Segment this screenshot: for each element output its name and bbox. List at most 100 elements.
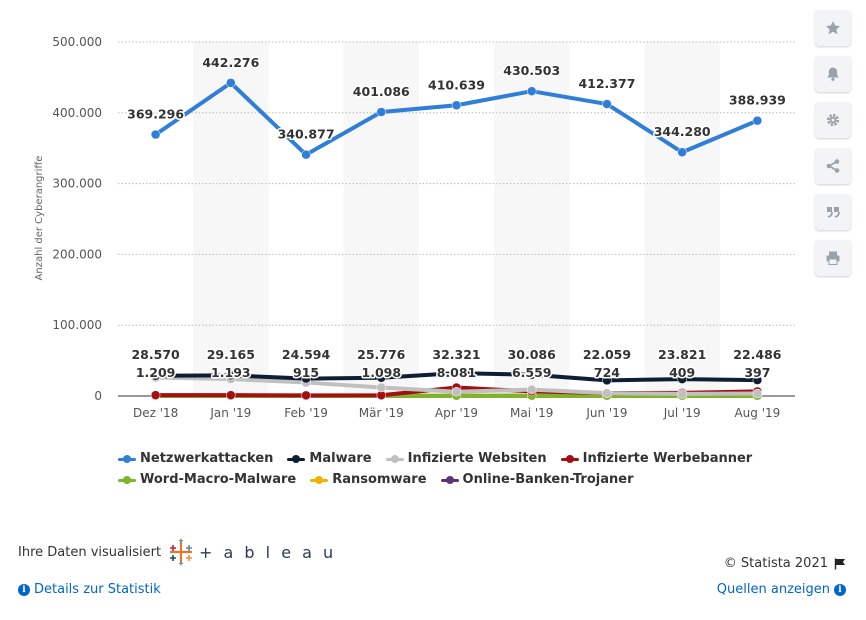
data-label: 369.296	[127, 107, 184, 122]
info-icon: i	[834, 583, 846, 596]
data-label: 24.594	[282, 347, 331, 362]
data-label: 340.877	[278, 127, 335, 142]
legend-item-online-banken-trojaner[interactable]: Online-Banken-Trojaner	[440, 472, 634, 487]
data-point[interactable]	[451, 387, 462, 397]
data-point[interactable]	[602, 99, 612, 109]
data-point[interactable]	[526, 369, 537, 380]
legend-label: Online-Banken-Trojaner	[462, 472, 634, 487]
data-label: 1.209	[136, 365, 176, 380]
y-tick-label: 400.000	[52, 106, 102, 120]
legend-label: Infizierte Websiten	[407, 451, 547, 466]
data-point[interactable]	[376, 382, 387, 393]
data-point[interactable]	[226, 370, 236, 381]
data-point[interactable]	[150, 390, 161, 400]
series-lines	[150, 78, 763, 401]
data-point[interactable]	[752, 115, 763, 126]
data-label: 22.059	[583, 347, 631, 362]
data-point[interactable]	[226, 390, 236, 400]
data-point[interactable]	[602, 388, 612, 398]
data-point[interactable]	[451, 100, 462, 111]
cite-button[interactable]	[815, 194, 851, 230]
legend-item-netzwerkattacken[interactable]: Netzwerkattacken	[118, 451, 273, 466]
x-axis-ticks: Dez '18 Jan '19 Feb '19 Mär '19 Apr '19 Mai '…	[133, 406, 780, 420]
y-axis-ticks: 0 100.000 200.000 300.000 400.000 500.000	[52, 35, 102, 403]
y-tick-label: 500.000	[52, 35, 102, 49]
x-tick-label: Mai '19	[510, 406, 553, 420]
data-point[interactable]	[677, 389, 687, 399]
x-tick-label: Feb '19	[284, 406, 328, 420]
sources-link[interactable]: Quellen anzeigen i	[717, 582, 846, 597]
details-link[interactable]: i Details zur Statistik	[18, 582, 161, 597]
tableau-cross-icon	[170, 538, 193, 566]
copyright: © Statista 2021	[724, 556, 846, 571]
toolbar-sidebar	[815, 10, 853, 286]
data-label: 401.086	[353, 84, 410, 99]
legend-row-2: Word-Macro-Malware Ransomware Online-Ban…	[118, 469, 758, 490]
data-label: 1.098	[362, 365, 402, 380]
legend-item-malware[interactable]: Malware	[287, 451, 372, 466]
legend-item-ransomware[interactable]: Ransomware	[310, 472, 427, 487]
settings-button[interactable]	[815, 102, 851, 138]
data-label: 22.486	[733, 347, 782, 362]
print-button[interactable]	[815, 240, 851, 276]
plot-band	[644, 42, 720, 396]
data-point[interactable]	[376, 373, 387, 383]
data-label: 32.321	[432, 347, 480, 362]
tableau-logo[interactable]: + a b l e a u	[167, 538, 336, 566]
legend-label: Malware	[309, 451, 372, 466]
plot-band	[494, 42, 570, 396]
data-point[interactable]	[301, 373, 311, 384]
copyright-text: © Statista 2021	[723, 556, 828, 571]
notification-button[interactable]	[815, 56, 851, 92]
data-label: 724	[594, 365, 620, 380]
share-button[interactable]	[815, 148, 851, 184]
info-icon: i	[18, 583, 30, 596]
plot-band	[193, 42, 269, 396]
data-point[interactable]	[451, 368, 462, 378]
x-tick-label: Jul '19	[663, 406, 701, 420]
legend-item-infizierte-werbebanner[interactable]: Infizierte Werbebanner	[560, 451, 752, 466]
data-point[interactable]	[602, 375, 612, 386]
data-point[interactable]	[752, 388, 763, 399]
data-label: 6.559	[512, 365, 552, 380]
data-label: 1.193	[211, 365, 251, 380]
visualized-label: Ihre Daten visualisiert	[18, 544, 162, 560]
share-icon	[826, 159, 840, 173]
legend-swatch	[287, 454, 306, 464]
legend-swatch	[560, 454, 579, 464]
legend-row-1: Netzwerkattacken Malware Infizierte Webs…	[118, 448, 758, 469]
data-label: 25.776	[357, 347, 406, 362]
y-tick-label: 300.000	[52, 177, 102, 191]
x-tick-label: Apr '19	[435, 406, 478, 420]
sources-link-label: Quellen anzeigen	[716, 582, 830, 597]
data-point[interactable]	[677, 374, 687, 384]
data-point[interactable]	[752, 375, 763, 385]
legend-swatch	[118, 454, 136, 464]
data-point[interactable]	[226, 78, 236, 88]
data-point[interactable]	[301, 149, 311, 160]
legend-item-infizierte-websiten[interactable]: Infizierte Websiten	[385, 451, 547, 466]
data-point[interactable]	[150, 129, 161, 140]
data-point[interactable]	[301, 390, 311, 401]
data-label: 397	[744, 365, 770, 380]
data-label: 23.821	[658, 347, 706, 362]
data-label: 412.377	[578, 76, 635, 91]
star-icon	[826, 21, 840, 35]
details-link-label: Details zur Statistik	[34, 582, 161, 597]
data-point[interactable]	[677, 147, 687, 157]
favorite-button[interactable]	[815, 10, 851, 46]
data-point[interactable]	[526, 86, 537, 96]
data-point[interactable]	[150, 371, 161, 381]
data-point[interactable]	[526, 384, 537, 395]
data-label: 915	[293, 365, 319, 380]
data-label: 409	[669, 365, 695, 380]
legend-item-word-macro-malware[interactable]: Word-Macro-Malware	[118, 472, 296, 487]
x-tick-label: Aug '19	[734, 406, 780, 420]
print-icon	[826, 251, 840, 265]
data-label: 30.086	[508, 347, 557, 362]
legend-swatch	[310, 475, 329, 485]
data-point[interactable]	[376, 107, 387, 117]
data-label: 8.081	[437, 365, 477, 380]
flag-icon[interactable]	[834, 558, 846, 570]
legend-label: Word-Macro-Malware	[140, 472, 297, 487]
